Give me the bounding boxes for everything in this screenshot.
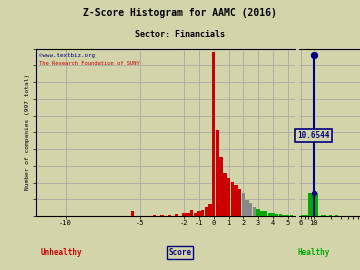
Bar [303, 215, 306, 216]
Bar [238, 188, 241, 216]
Bar [223, 173, 226, 216]
Bar [201, 210, 204, 216]
Bar [242, 193, 245, 216]
Bar [204, 207, 208, 216]
Bar [334, 215, 338, 216]
Bar [267, 213, 271, 216]
Text: The Research Foundation of SUNY: The Research Foundation of SUNY [39, 61, 140, 66]
Bar [230, 182, 234, 216]
Text: Sector: Financials: Sector: Financials [135, 30, 225, 39]
Bar [212, 52, 215, 216]
Bar [260, 211, 264, 216]
Bar [256, 209, 260, 216]
Bar [220, 157, 223, 216]
Bar [194, 213, 197, 216]
Bar [160, 215, 163, 216]
Bar [321, 215, 326, 216]
Bar [175, 214, 179, 216]
Bar [131, 211, 134, 216]
Bar [271, 213, 275, 216]
Bar [168, 215, 171, 216]
Text: Score: Score [168, 248, 192, 257]
Bar [246, 200, 249, 216]
Bar [227, 178, 230, 216]
Bar [249, 203, 252, 216]
Bar [216, 130, 219, 216]
Y-axis label: Number of companies (997 total): Number of companies (997 total) [26, 74, 31, 190]
Text: Healthy: Healthy [297, 248, 329, 257]
Bar [309, 215, 311, 216]
Bar [329, 215, 332, 216]
Bar [186, 213, 189, 216]
Point [311, 190, 316, 195]
Bar [307, 215, 309, 216]
Bar [275, 214, 278, 216]
Bar [308, 193, 318, 216]
Bar [208, 204, 212, 216]
Text: Z-Score Histogram for AAMC (2016): Z-Score Histogram for AAMC (2016) [83, 8, 277, 18]
Bar [282, 215, 286, 216]
Point [311, 53, 316, 58]
Bar [286, 215, 289, 216]
Bar [290, 215, 293, 216]
Bar [264, 211, 267, 216]
Bar [301, 215, 305, 216]
Bar [197, 211, 201, 216]
Bar [305, 215, 308, 216]
Bar [183, 213, 186, 216]
Bar [279, 214, 282, 216]
Text: ©www.textbiz.org: ©www.textbiz.org [39, 53, 95, 58]
Text: Unhealthy: Unhealthy [40, 248, 82, 257]
Bar [253, 207, 256, 216]
Bar [153, 215, 156, 216]
Text: 10.6544: 10.6544 [297, 131, 330, 140]
Bar [190, 210, 193, 216]
Bar [234, 184, 238, 216]
